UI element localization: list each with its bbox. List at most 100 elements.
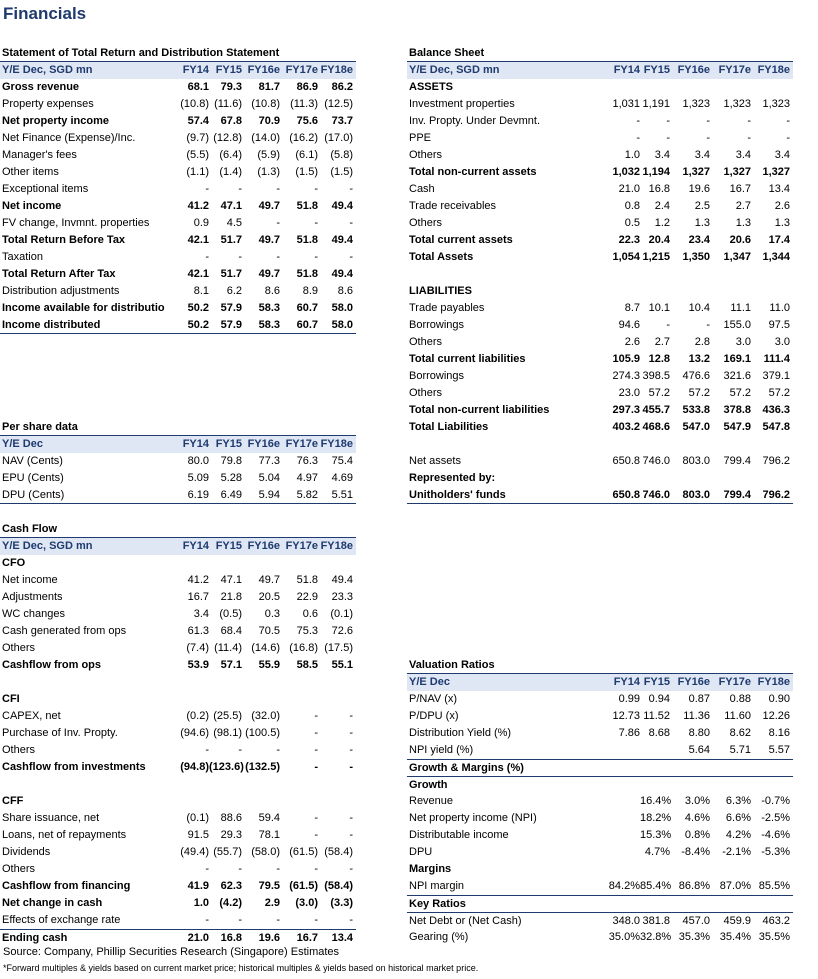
row-label: Y/E Dec bbox=[2, 438, 43, 450]
cell-value: 2.6 bbox=[624, 336, 640, 348]
cell-value: - bbox=[314, 744, 318, 756]
cell-value: 1,031 bbox=[612, 98, 640, 110]
cell-value: (32.0) bbox=[251, 710, 280, 722]
cell-value: - bbox=[205, 744, 209, 756]
cell-value: FY18e bbox=[320, 64, 353, 76]
cell-value: 84.2% bbox=[608, 880, 640, 892]
cell-value: 21.0 bbox=[618, 183, 640, 195]
row-label: Gearing (%) bbox=[409, 931, 469, 943]
cell-value: 803.0 bbox=[682, 489, 710, 501]
cell-value: FY14 bbox=[182, 64, 209, 76]
cell-value bbox=[165, 776, 209, 793]
row-label: Total Assets bbox=[409, 251, 474, 263]
cell-value: 97.5 bbox=[768, 319, 790, 331]
cell-value: 53.9 bbox=[187, 659, 209, 671]
cell-value: 73.7 bbox=[331, 115, 353, 127]
cell-value bbox=[670, 470, 710, 487]
cell-value: - bbox=[349, 251, 353, 263]
cell-value: 1,350 bbox=[682, 251, 710, 263]
row-label: NPI margin bbox=[409, 880, 465, 892]
row-label: Taxation bbox=[2, 251, 43, 263]
cell-value: 4.7% bbox=[644, 846, 670, 858]
cell-value: 3.0 bbox=[774, 336, 790, 348]
cell-value: 8.16 bbox=[768, 727, 790, 739]
cell-value: 49.7 bbox=[258, 234, 280, 246]
cell-value: - bbox=[238, 251, 242, 263]
cell-value: 547.0 bbox=[682, 421, 710, 433]
cell-value bbox=[710, 266, 751, 283]
cell-value bbox=[670, 861, 710, 878]
row-label: Net property income bbox=[2, 115, 109, 127]
table-row: LIABILITIES bbox=[407, 283, 793, 300]
cell-value: 650.8 bbox=[612, 455, 640, 467]
cell-value bbox=[600, 760, 640, 776]
cell-value: 799.4 bbox=[723, 455, 751, 467]
row-label: Income available for distribution bbox=[2, 302, 165, 314]
cell-value: 76.3 bbox=[296, 455, 318, 467]
cell-value: 5.04 bbox=[258, 472, 280, 484]
row-label: DPU (Cents) bbox=[2, 489, 65, 501]
cell-value: 75.6 bbox=[296, 115, 318, 127]
cell-value: - bbox=[205, 914, 209, 926]
row-label: Others bbox=[409, 387, 443, 399]
table-header-row: Y/E Dec FY14 FY15 FY16e FY17e FY18e bbox=[407, 674, 793, 691]
cell-value: 6.19 bbox=[187, 489, 209, 501]
row-label: Distributable income bbox=[409, 829, 509, 841]
cell-value: 1,054 bbox=[612, 251, 640, 263]
cell-value bbox=[640, 760, 670, 776]
cell-value: 796.2 bbox=[762, 489, 790, 501]
row-label: Net income bbox=[2, 574, 58, 586]
cell-value: 2.6 bbox=[774, 200, 790, 212]
cell-value: 49.4 bbox=[331, 268, 353, 280]
table-row: NAV (Cents) 80.0 79.8 77.3 76.3 75.4 bbox=[0, 453, 356, 470]
row-label: CFF bbox=[2, 795, 24, 807]
table-row: Ending cash 21.0 16.8 19.6 16.7 13.4 bbox=[0, 929, 356, 946]
cell-value: -5.3% bbox=[761, 846, 790, 858]
cell-value: 49.7 bbox=[258, 200, 280, 212]
cell-value: - bbox=[238, 863, 242, 875]
cell-value: - bbox=[786, 115, 790, 127]
cell-value: 403.2 bbox=[612, 421, 640, 433]
cell-value: 0.8% bbox=[684, 829, 710, 841]
cell-value: 2.5 bbox=[694, 200, 710, 212]
cell-value bbox=[640, 283, 670, 300]
cell-value: - bbox=[238, 914, 242, 926]
table-row bbox=[407, 436, 793, 453]
row-label: Distribution Yield (%) bbox=[409, 727, 512, 739]
cell-value: - bbox=[314, 727, 318, 739]
cell-value: 75.4 bbox=[331, 455, 353, 467]
cell-value: 746.0 bbox=[642, 455, 670, 467]
cell-value: 1.2 bbox=[654, 217, 670, 229]
cell-value bbox=[710, 760, 751, 776]
row-label: Net Debt or (Net Cash) bbox=[409, 915, 522, 927]
cell-value bbox=[209, 776, 242, 793]
table-row: Distribution Yield (%) 7.86 8.68 8.80 8.62 8.… bbox=[407, 725, 793, 742]
cell-value: - bbox=[666, 115, 670, 127]
cell-value bbox=[640, 896, 670, 912]
cell-value: 94.6 bbox=[618, 319, 640, 331]
cell-value: 381.8 bbox=[642, 915, 670, 927]
cell-value: 11.0 bbox=[769, 302, 790, 314]
cell-value: 0.88 bbox=[729, 693, 751, 705]
cell-value: - bbox=[238, 183, 242, 195]
cell-value bbox=[165, 691, 209, 708]
cell-value: -2.1% bbox=[722, 846, 751, 858]
cell-value: (0.1) bbox=[186, 812, 209, 824]
cell-value bbox=[670, 896, 710, 912]
cell-value: - bbox=[276, 217, 280, 229]
cell-value: - bbox=[747, 115, 751, 127]
table-row: Total Return After Tax 42.1 51.7 49.7 51.8 49… bbox=[0, 266, 356, 283]
cell-value: 1,327 bbox=[723, 166, 751, 178]
cell-value bbox=[600, 777, 640, 793]
page-title: Financials bbox=[3, 4, 87, 23]
row-label: Inv. Propty. Under Devmnt. bbox=[409, 115, 541, 127]
table-row: Key Ratios bbox=[407, 895, 793, 912]
cell-value bbox=[600, 810, 640, 827]
cell-value: 20.6 bbox=[729, 234, 751, 246]
cell-value bbox=[600, 436, 640, 453]
cell-value: 77.3 bbox=[258, 455, 280, 467]
cell-value: 111.4 bbox=[763, 353, 790, 365]
row-label bbox=[407, 266, 600, 283]
row-label: Borrowings bbox=[409, 370, 465, 382]
table-row: Others 0.5 1.2 1.3 1.3 1.3 bbox=[407, 215, 793, 232]
